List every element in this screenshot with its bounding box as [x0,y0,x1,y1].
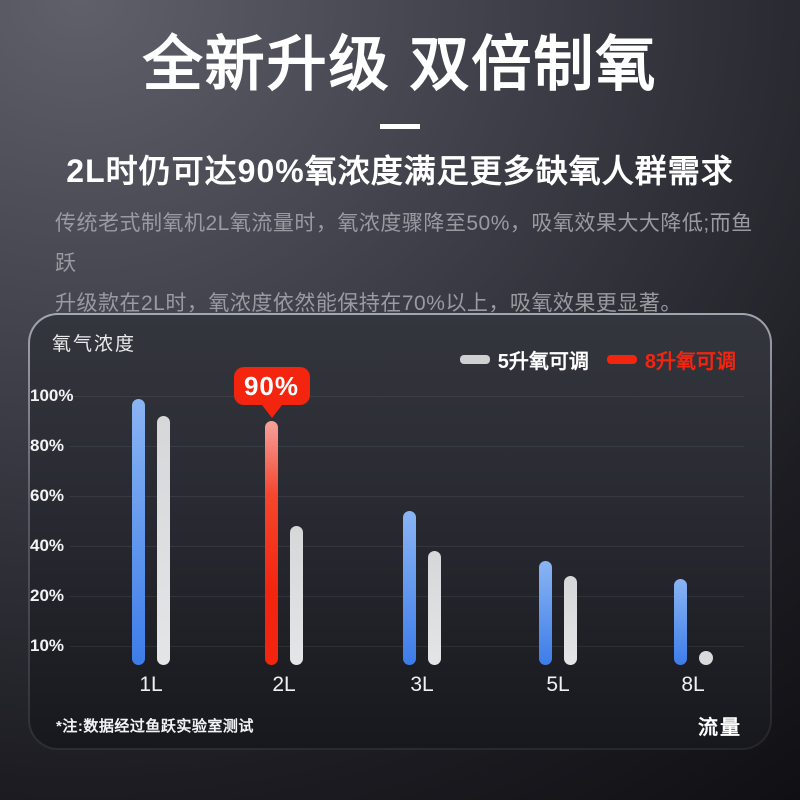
legend-label-8l: 8升氧可调 [644,351,736,373]
dot-8l-s1 [699,651,713,665]
x-tick-label: 8L [681,673,705,696]
legend-swatch-8l-icon [606,355,637,364]
x-tick-label: 1L [139,673,163,696]
bar-8l-s0 [674,578,687,665]
bar-2l-s0 [265,421,278,665]
bar-3l-s0 [403,511,416,665]
gridline [70,396,744,397]
legend-item-8l: 8升氧可调 [606,345,736,374]
value-callout-bubble: 90% [233,367,310,405]
page-title: 全新升级 双倍制氧 [142,31,658,98]
chart-title: 氧气浓度 [52,334,137,355]
page-subtitle: 2L时仍可达90%氧浓度满足更多缺氧人群需求 [66,153,734,189]
chart-footnote: *注:数据经过鱼跃实验室测试 [56,718,254,735]
y-tick-label: 10% [30,636,65,655]
bar-5l-s1 [564,576,577,665]
chart-legend: 5升氧可调 8升氧可调 [459,345,736,374]
x-tick-label: 5L [546,673,570,696]
y-tick-label: 40% [30,536,65,555]
bar-1l-s0 [132,398,145,665]
x-tick-label: 2L [272,673,296,696]
bar-2l-s1 [290,526,303,665]
chart-panel: 氧气浓度 5升氧可调 8升氧可调 100% 80% 60% 40% 20% 10% 1L 2L… [28,313,772,750]
y-tick-label: 80% [30,436,65,455]
bar-1l-s1 [157,416,170,665]
gridline [70,496,744,497]
legend-label-5l: 5升氧可调 [497,351,589,373]
x-tick-label: 3L [410,673,434,696]
description-line-2: 升级款在2L时，氧浓度依然能保持在70%以上，吸氧效果更显著。 [55,292,682,315]
y-tick-label: 60% [30,486,65,505]
legend-item-5l: 5升氧可调 [459,345,589,374]
gridline [70,446,744,447]
y-tick-label: 100% [30,386,74,405]
bar-5l-s0 [539,561,552,665]
legend-swatch-5l-icon [459,355,490,364]
description-paragraph: 传统老式制氧机2L氧流量时，氧浓度骤降至50%，吸氧效果大大降低;而鱼跃 升级款… [55,204,755,324]
description-line-1: 传统老式制氧机2L氧流量时，氧浓度骤降至50%，吸氧效果大大降低;而鱼跃 [55,212,753,275]
title-divider [380,124,420,129]
value-callout-label: 90% [243,370,300,401]
y-tick-label: 20% [30,586,65,605]
x-axis-title: 流量 [698,717,742,739]
bar-3l-s1 [428,551,441,665]
